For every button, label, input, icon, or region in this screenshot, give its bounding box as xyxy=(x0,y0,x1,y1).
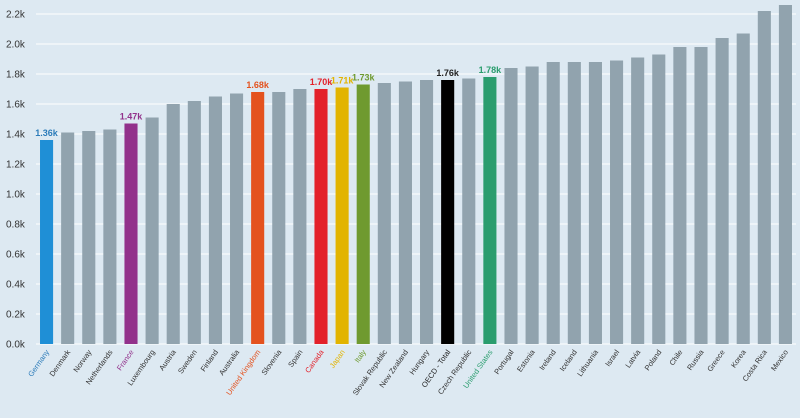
bar xyxy=(377,83,391,344)
bar xyxy=(398,81,412,344)
bar xyxy=(145,117,159,344)
data-label: 1.71k xyxy=(331,76,355,86)
bar xyxy=(504,68,518,344)
bar xyxy=(187,101,201,344)
bar xyxy=(166,104,180,344)
bar xyxy=(588,62,602,344)
bar xyxy=(757,11,771,344)
data-label: 1.70k xyxy=(310,77,334,87)
data-label: 1.78k xyxy=(479,65,503,75)
y-tick-label: 0.2k xyxy=(6,310,26,321)
data-label: 1.36k xyxy=(35,128,59,138)
bar xyxy=(335,87,349,344)
data-label: 1.73k xyxy=(352,73,376,83)
y-tick-label: 1.8k xyxy=(6,70,26,81)
data-label: 1.68k xyxy=(246,80,270,90)
bar xyxy=(778,5,792,344)
bar xyxy=(208,96,222,344)
bar xyxy=(546,62,560,344)
y-tick-label: 1.6k xyxy=(6,100,26,111)
y-tick-label: 1.0k xyxy=(6,190,26,201)
y-tick-label: 0.6k xyxy=(6,250,26,261)
y-tick-label: 1.2k xyxy=(6,160,26,171)
bar xyxy=(694,47,708,344)
y-tick-label: 0.8k xyxy=(6,220,26,231)
bar xyxy=(40,140,54,344)
bar xyxy=(272,92,286,344)
bar xyxy=(462,78,476,344)
bar xyxy=(736,33,750,344)
y-tick-label: 1.4k xyxy=(6,130,26,141)
bar xyxy=(525,66,539,344)
y-tick-label: 0.4k xyxy=(6,280,26,291)
bar xyxy=(441,80,455,344)
bar xyxy=(610,60,624,344)
bar xyxy=(715,38,729,344)
y-axis: 0.0k 0.2k 0.4k 0.6k 0.8k 1.0k 1.2k 1.4k 1.6k 1.8k… xyxy=(6,10,26,351)
bar xyxy=(631,57,645,344)
bar xyxy=(293,89,307,344)
bar xyxy=(483,77,497,344)
bar xyxy=(356,84,370,344)
y-tick-label: 0.0k xyxy=(6,340,26,351)
y-tick-label: 2.0k xyxy=(6,40,26,51)
bar xyxy=(82,131,96,344)
bar xyxy=(314,89,328,344)
bar xyxy=(103,129,117,344)
data-label: 1.47k xyxy=(120,112,144,122)
bar xyxy=(567,62,581,344)
bar xyxy=(230,93,244,344)
bar xyxy=(673,47,687,344)
bar xyxy=(124,123,138,344)
bars xyxy=(40,5,792,344)
bar xyxy=(61,132,75,344)
data-label: 1.76k xyxy=(436,68,460,78)
bar xyxy=(251,92,265,344)
gridlines xyxy=(36,13,796,345)
bar xyxy=(420,80,434,344)
y-tick-label: 2.2k xyxy=(6,10,26,21)
bar xyxy=(652,54,666,344)
